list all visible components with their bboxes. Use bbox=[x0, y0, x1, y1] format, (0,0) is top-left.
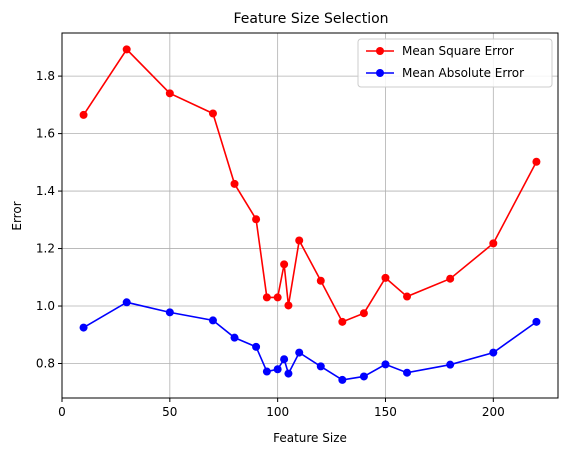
legend-marker bbox=[376, 69, 384, 77]
data-point bbox=[273, 365, 282, 374]
y-tick-label: 1.8 bbox=[36, 69, 55, 83]
data-point bbox=[230, 333, 239, 342]
grid bbox=[61, 33, 558, 398]
data-point bbox=[381, 273, 390, 282]
series-mean-absolute-error bbox=[79, 298, 541, 384]
data-point bbox=[316, 362, 325, 371]
data-point bbox=[359, 309, 368, 318]
data-point bbox=[338, 375, 347, 384]
series-line bbox=[82, 48, 538, 323]
x-tick-label: 50 bbox=[162, 405, 177, 419]
legend-item: Mean Absolute Error bbox=[366, 66, 524, 80]
data-point bbox=[79, 323, 88, 332]
data-point bbox=[208, 316, 217, 325]
data-point bbox=[295, 348, 304, 357]
data-point bbox=[280, 260, 289, 269]
data-point bbox=[252, 215, 261, 224]
data-point bbox=[284, 301, 293, 310]
data-point bbox=[79, 110, 88, 119]
data-point bbox=[284, 369, 293, 378]
legend-box bbox=[357, 38, 553, 88]
legend: Mean Square Error Mean Absolute Error bbox=[357, 38, 553, 88]
data-point bbox=[262, 293, 271, 302]
x-tick-label: 150 bbox=[374, 405, 397, 419]
data-point bbox=[446, 274, 455, 283]
data-point bbox=[122, 45, 131, 54]
data-point bbox=[446, 360, 455, 369]
y-axis: 0.8 1.0 1.2 1.4 1.6 1.8 bbox=[36, 69, 62, 371]
data-point bbox=[262, 367, 271, 376]
y-tick-label: 1.6 bbox=[36, 127, 55, 141]
data-point bbox=[532, 317, 541, 326]
data-point bbox=[208, 109, 217, 118]
data-point bbox=[273, 293, 282, 302]
data-point bbox=[489, 239, 498, 248]
data-point bbox=[280, 355, 289, 364]
data-point bbox=[403, 292, 412, 301]
data-point bbox=[295, 236, 304, 245]
data-point bbox=[338, 317, 347, 326]
x-axis: 0 50 100 150 200 bbox=[58, 398, 505, 419]
data-point bbox=[489, 348, 498, 357]
series-line bbox=[83, 301, 537, 381]
data-point bbox=[381, 360, 390, 369]
chart-title: Feature Size Selection bbox=[233, 11, 388, 27]
x-tick-label: 0 bbox=[58, 405, 66, 419]
legend-label: Mean Square Error bbox=[402, 44, 514, 58]
data-point bbox=[316, 276, 325, 285]
x-tick-label: 100 bbox=[266, 405, 289, 419]
series-layer bbox=[79, 45, 541, 384]
series-mean-square-error bbox=[79, 45, 541, 326]
x-axis-label: Feature Size bbox=[273, 431, 347, 445]
plot-frame bbox=[61, 32, 559, 399]
data-point bbox=[532, 157, 541, 166]
legend-label: Mean Absolute Error bbox=[402, 66, 524, 80]
y-axis-label: Error bbox=[10, 201, 24, 230]
x-tick-label: 200 bbox=[482, 405, 505, 419]
data-point bbox=[359, 372, 368, 381]
y-tick-label: 0.8 bbox=[36, 357, 55, 371]
legend-item: Mean Square Error bbox=[366, 44, 514, 58]
data-point bbox=[165, 308, 174, 317]
y-tick-label: 1.2 bbox=[36, 242, 55, 256]
y-tick-label: 1.4 bbox=[36, 184, 55, 198]
data-point bbox=[230, 179, 239, 188]
data-point bbox=[403, 368, 412, 377]
y-tick-label: 1.0 bbox=[36, 299, 55, 313]
data-point bbox=[122, 298, 131, 307]
legend-marker bbox=[376, 47, 384, 55]
data-point bbox=[165, 89, 174, 98]
data-point bbox=[252, 342, 261, 351]
